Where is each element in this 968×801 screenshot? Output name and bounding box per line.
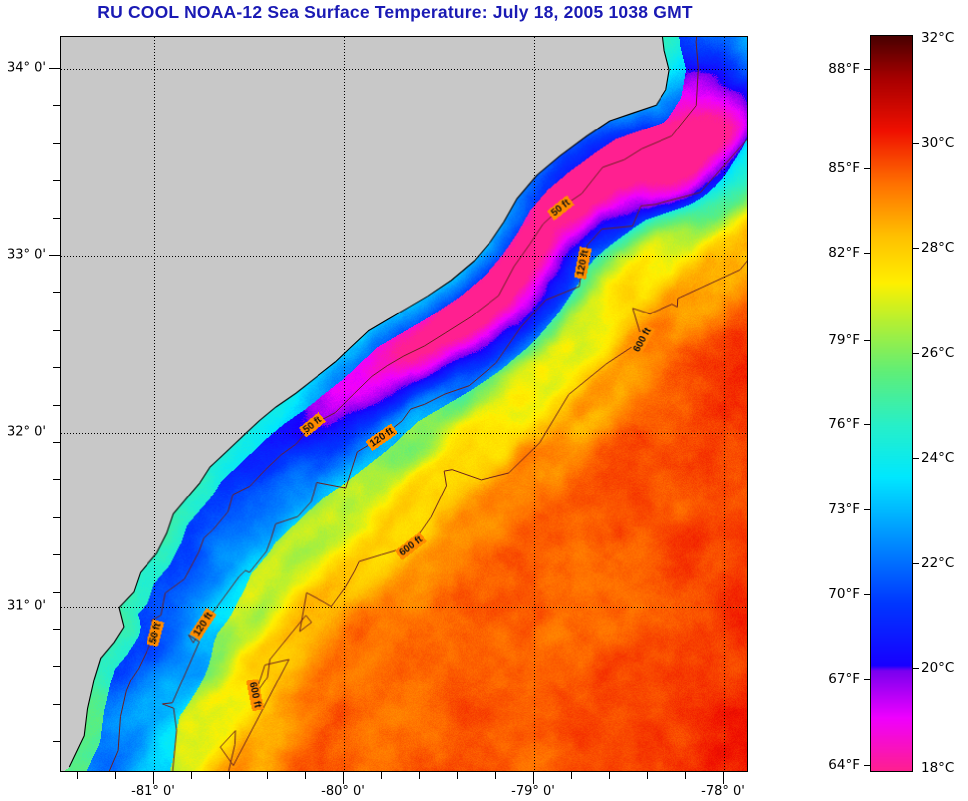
colorbar-label-celsius: 32°C bbox=[921, 30, 955, 46]
y-axis-minor-tick bbox=[53, 666, 60, 667]
y-axis-minor-tick bbox=[53, 592, 60, 593]
colorbar-tick-f bbox=[864, 340, 870, 341]
x-axis-major-tick bbox=[723, 772, 724, 784]
y-axis-minor-tick bbox=[53, 741, 60, 742]
y-axis-major-tick bbox=[49, 255, 60, 256]
x-axis-minor-tick bbox=[419, 772, 420, 779]
x-axis-minor-tick bbox=[457, 772, 458, 779]
colorbar-tick-f bbox=[864, 509, 870, 510]
x-axis-minor-tick bbox=[267, 772, 268, 779]
colorbar-tick-c bbox=[913, 563, 919, 564]
colorbar-label-fahrenheit: 82°F bbox=[828, 245, 860, 261]
y-axis-minor-tick bbox=[53, 292, 60, 293]
colorbar-tick-c bbox=[913, 248, 919, 249]
colorbar-label-celsius: 22°C bbox=[921, 555, 955, 571]
colorbar-tick-c bbox=[913, 458, 919, 459]
x-axis-minor-tick bbox=[305, 772, 306, 779]
x-axis-major-tick bbox=[343, 772, 344, 784]
page-title: RU COOL NOAA-12 Sea Surface Temperature:… bbox=[97, 2, 693, 22]
x-axis-minor-tick bbox=[571, 772, 572, 779]
y-axis-minor-tick bbox=[53, 704, 60, 705]
x-axis-minor-tick bbox=[495, 772, 496, 779]
y-axis-minor-tick bbox=[53, 442, 60, 443]
y-axis-minor-tick bbox=[53, 554, 60, 555]
colorbar-label-celsius: 26°C bbox=[921, 345, 955, 361]
map-plot-area[interactable] bbox=[60, 36, 748, 772]
colorbar-tick-c bbox=[913, 668, 919, 669]
x-axis-minor-tick bbox=[77, 772, 78, 779]
colorbar-label-fahrenheit: 85°F bbox=[828, 160, 860, 176]
y-axis-minor-tick bbox=[53, 367, 60, 368]
x-axis-major-tick bbox=[533, 772, 534, 784]
y-axis-minor-tick bbox=[53, 517, 60, 518]
y-axis-label: 33° 0' bbox=[6, 247, 46, 263]
colorbar-tick-f bbox=[864, 69, 870, 70]
colorbar-tick-f bbox=[864, 679, 870, 680]
y-axis-minor-tick bbox=[53, 479, 60, 480]
x-axis-minor-tick bbox=[191, 772, 192, 779]
x-axis-major-tick bbox=[153, 772, 154, 784]
y-axis-label: 32° 0' bbox=[6, 424, 46, 440]
y-axis-label: 34° 0' bbox=[6, 60, 46, 76]
colorbar-label-celsius: 24°C bbox=[921, 450, 955, 466]
x-axis-minor-tick bbox=[647, 772, 648, 779]
x-axis-minor-tick bbox=[609, 772, 610, 779]
colorbar-tick-f bbox=[864, 765, 870, 766]
x-axis-label: -78° 0' bbox=[701, 784, 745, 799]
colorbar-tick-f bbox=[864, 594, 870, 595]
x-axis-label: -79° 0' bbox=[511, 784, 555, 799]
y-axis-minor-tick bbox=[53, 105, 60, 106]
colorbar-label-celsius: 18°C bbox=[921, 760, 955, 776]
colorbar-label-fahrenheit: 76°F bbox=[828, 416, 860, 432]
colorbar-tick-c bbox=[913, 353, 919, 354]
y-axis-minor-tick bbox=[53, 405, 60, 406]
x-axis-label: -80° 0' bbox=[321, 784, 365, 799]
x-axis-minor-tick bbox=[229, 772, 230, 779]
y-axis-label: 31° 0' bbox=[6, 598, 46, 614]
temperature-colorbar[interactable] bbox=[870, 35, 913, 772]
y-axis-minor-tick bbox=[53, 143, 60, 144]
y-axis-minor-tick bbox=[53, 629, 60, 630]
colorbar-label-fahrenheit: 73°F bbox=[828, 501, 860, 517]
colorbar-tick-f bbox=[864, 424, 870, 425]
x-axis-minor-tick bbox=[115, 772, 116, 779]
colorbar-label-fahrenheit: 67°F bbox=[828, 671, 860, 687]
colorbar-label-fahrenheit: 88°F bbox=[828, 61, 860, 77]
colorbar-label-fahrenheit: 79°F bbox=[828, 332, 860, 348]
colorbar-label-celsius: 30°C bbox=[921, 135, 955, 151]
x-axis-minor-tick bbox=[381, 772, 382, 779]
colorbar-tick-f bbox=[864, 168, 870, 169]
y-axis-minor-tick bbox=[53, 180, 60, 181]
sst-raster-image bbox=[61, 37, 747, 771]
y-axis-minor-tick bbox=[53, 218, 60, 219]
x-axis-minor-tick bbox=[685, 772, 686, 779]
y-axis-major-tick bbox=[49, 68, 60, 69]
colorbar-tick-c bbox=[913, 143, 919, 144]
x-axis-label: -81° 0' bbox=[131, 784, 175, 799]
colorbar-label-fahrenheit: 70°F bbox=[828, 586, 860, 602]
colorbar-label-fahrenheit: 64°F bbox=[828, 757, 860, 773]
colorbar-tick-f bbox=[864, 253, 870, 254]
colorbar-label-celsius: 28°C bbox=[921, 240, 955, 256]
colorbar-label-celsius: 20°C bbox=[921, 660, 955, 676]
y-axis-minor-tick bbox=[53, 330, 60, 331]
